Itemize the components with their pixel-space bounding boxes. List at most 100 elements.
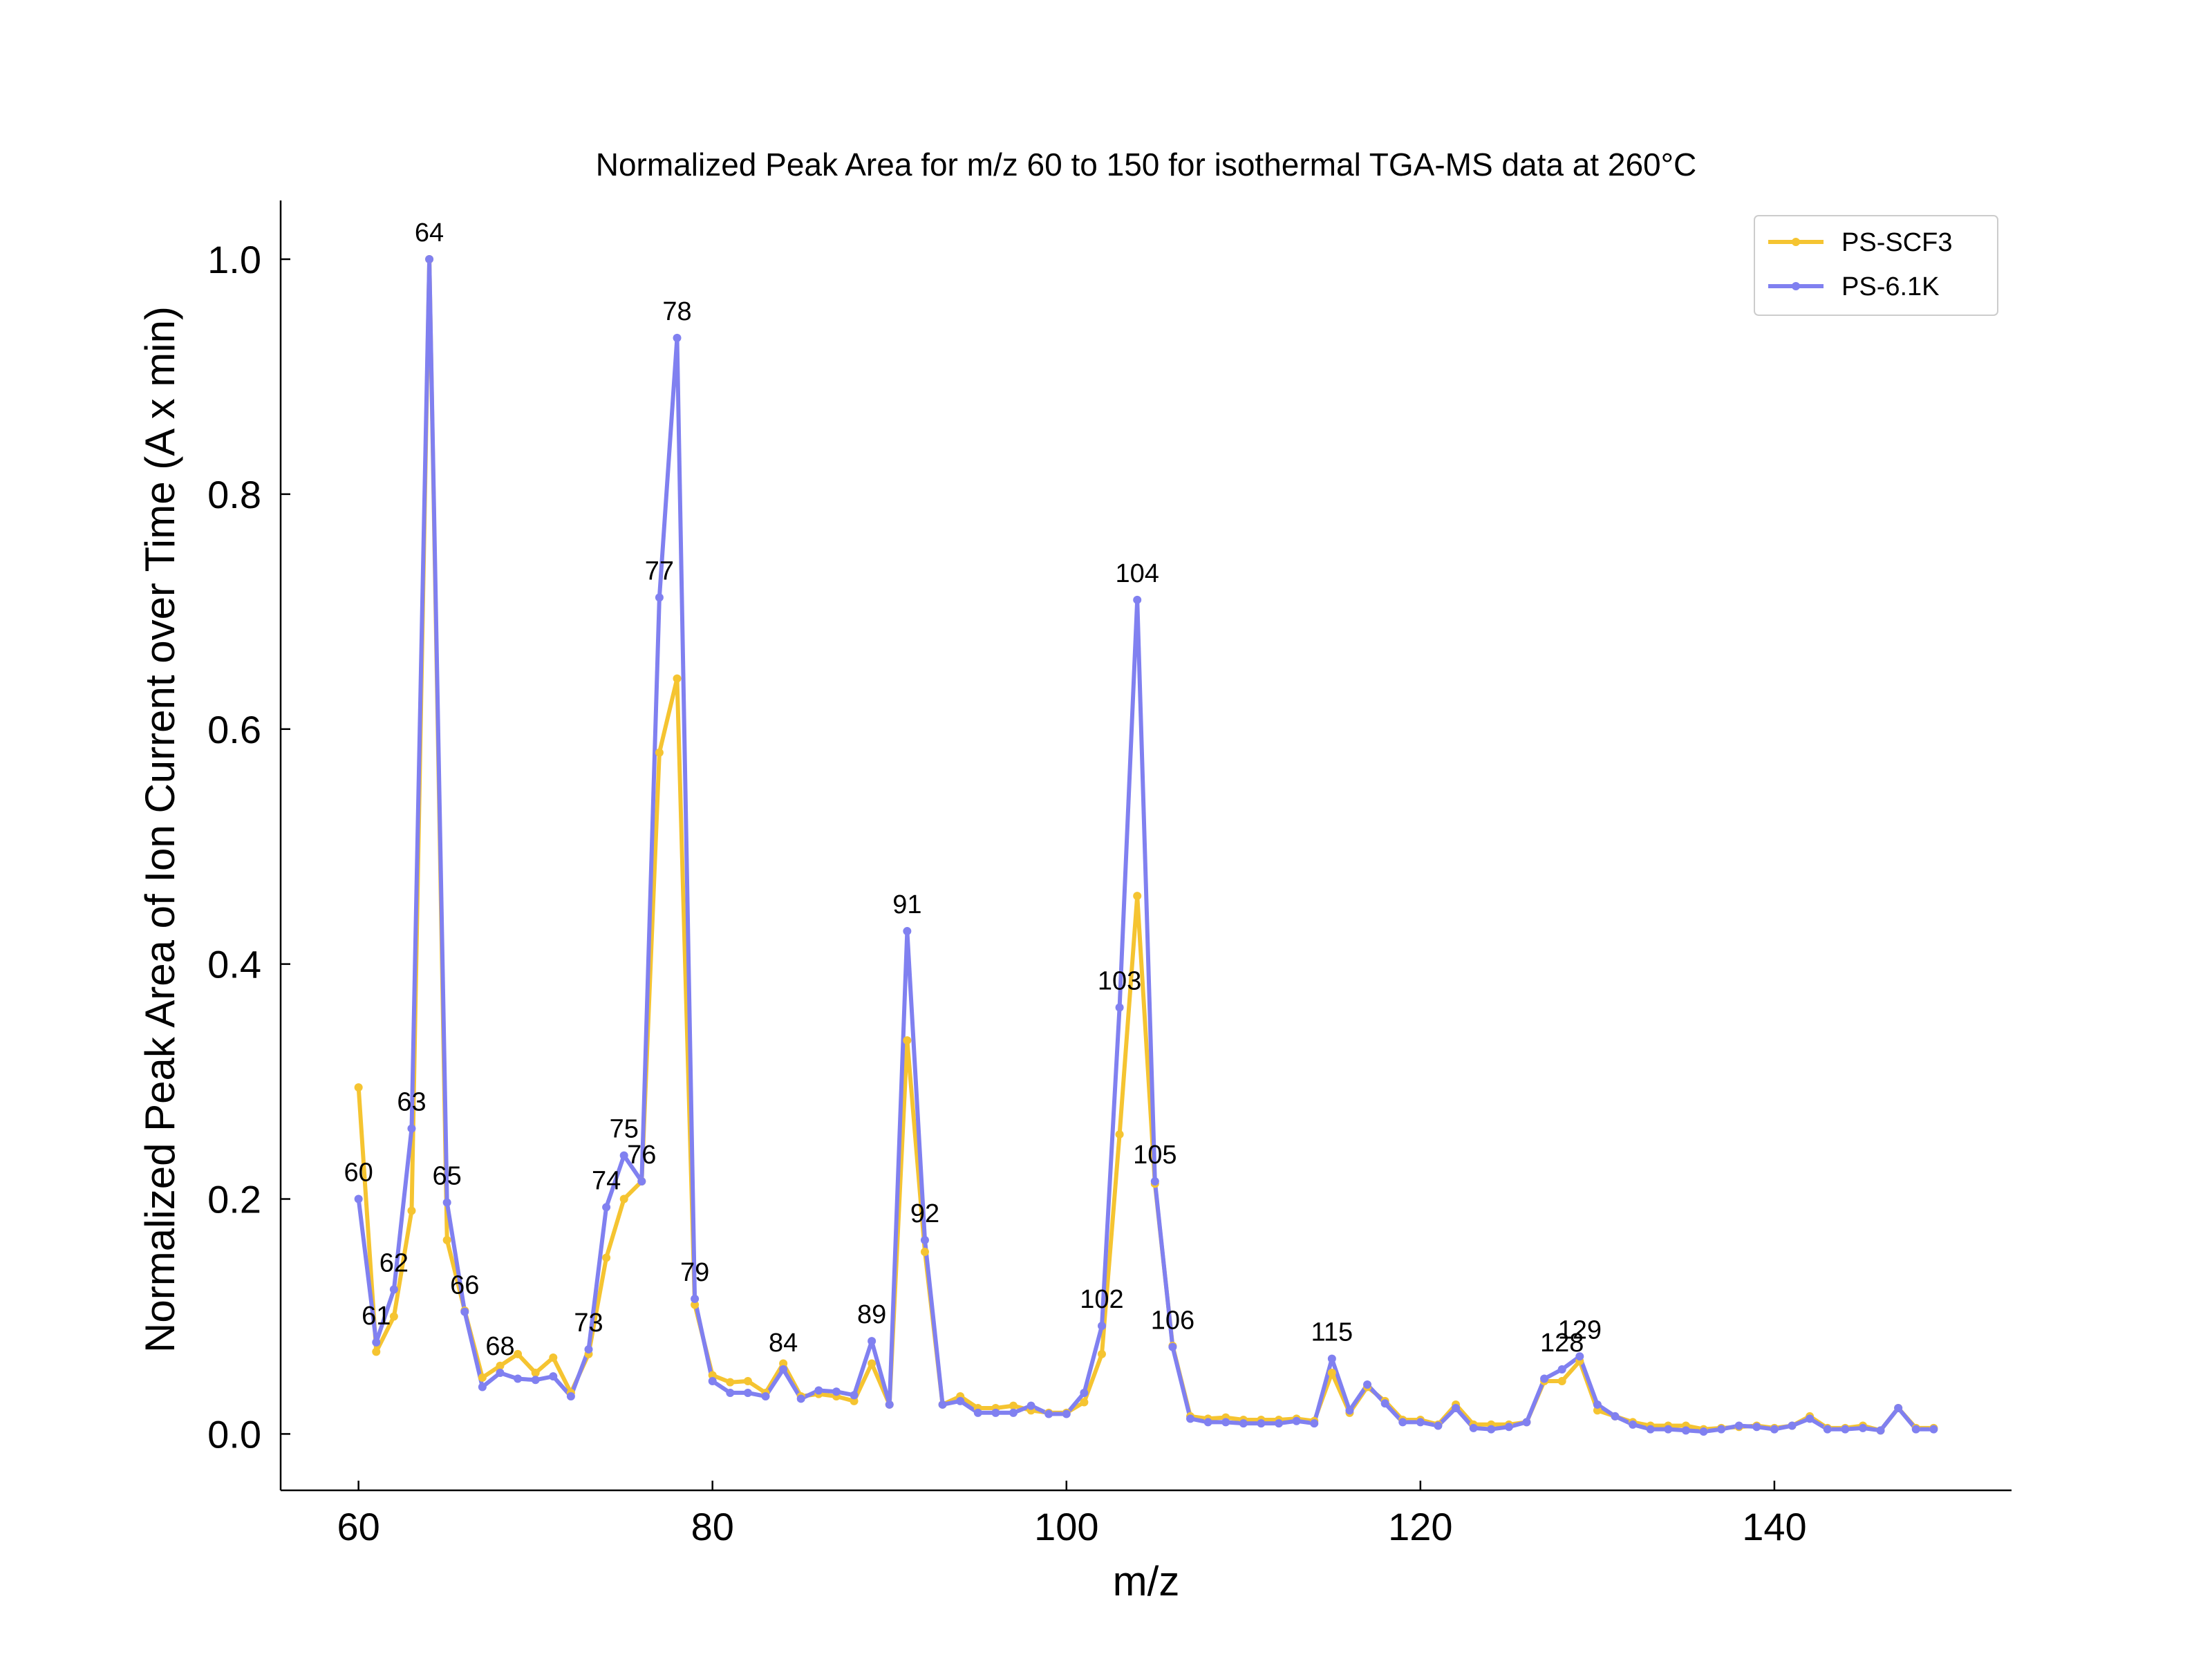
data-point	[1876, 1426, 1885, 1435]
data-point	[796, 1394, 805, 1403]
peak-label: 76	[627, 1141, 656, 1170]
data-point	[991, 1408, 1000, 1417]
data-point	[761, 1392, 770, 1401]
data-point	[1027, 1401, 1035, 1410]
data-point	[938, 1400, 947, 1409]
data-point	[602, 1203, 611, 1212]
data-point	[1452, 1404, 1461, 1413]
data-point	[1717, 1425, 1726, 1434]
data-point	[708, 1371, 717, 1380]
data-point	[779, 1365, 788, 1374]
data-point	[903, 1036, 912, 1045]
legend-marker	[1792, 238, 1800, 246]
peak-label: 84	[769, 1329, 798, 1358]
data-point	[1504, 1423, 1513, 1432]
peak-label: 66	[450, 1271, 479, 1300]
peak-label: 74	[592, 1166, 621, 1195]
data-point	[1770, 1425, 1779, 1434]
data-point	[1806, 1414, 1815, 1423]
data-point	[389, 1285, 398, 1294]
peak-label: 77	[645, 556, 674, 585]
peak-label: 60	[344, 1159, 373, 1188]
data-point	[549, 1372, 558, 1381]
data-point	[637, 1177, 646, 1186]
data-point	[1097, 1322, 1106, 1331]
data-point	[460, 1307, 469, 1316]
data-point	[673, 333, 682, 342]
data-point	[1629, 1420, 1638, 1429]
peak-label: 103	[1098, 967, 1141, 996]
data-point	[442, 1198, 451, 1207]
data-point	[868, 1337, 877, 1346]
data-point	[868, 1359, 877, 1368]
peak-label: 65	[433, 1162, 462, 1191]
data-point	[1133, 892, 1142, 901]
plot-points-group	[354, 254, 1938, 1436]
peak-label: 64	[415, 218, 444, 247]
data-point	[1593, 1406, 1602, 1415]
peak-label: 91	[892, 890, 921, 919]
data-point	[1203, 1418, 1212, 1427]
y-tick-label: 1.0	[207, 238, 261, 281]
legend-label: PS-6.1K	[1841, 272, 1940, 301]
data-point	[1097, 1349, 1106, 1358]
plot-series-group	[356, 257, 1936, 1434]
data-point	[920, 1248, 929, 1257]
data-point	[1823, 1425, 1832, 1434]
peak-label: 105	[1133, 1141, 1177, 1170]
legend-entries: PS-SCF3 PS-6.1K	[1768, 228, 1952, 301]
peak-label: 61	[362, 1302, 391, 1331]
data-point	[1327, 1369, 1336, 1378]
x-tick-label: 140	[1742, 1505, 1806, 1548]
data-point	[655, 593, 664, 602]
peak-label: 102	[1080, 1285, 1123, 1314]
peak-label: 92	[910, 1199, 939, 1228]
data-point	[1080, 1398, 1089, 1407]
data-point	[531, 1376, 540, 1385]
y-tick-label: 0.4	[207, 943, 261, 986]
data-point	[1062, 1409, 1071, 1418]
peak-label: 75	[610, 1115, 639, 1144]
peak-label: 73	[574, 1309, 603, 1338]
x-tick-label: 120	[1388, 1505, 1452, 1548]
data-point	[655, 748, 664, 757]
data-point	[478, 1373, 487, 1382]
data-point	[354, 1083, 363, 1092]
data-point	[850, 1396, 859, 1405]
peak-label: 63	[397, 1088, 426, 1117]
data-point	[1699, 1427, 1708, 1436]
peak-label: 115	[1311, 1318, 1353, 1347]
data-point	[691, 1300, 700, 1309]
data-point	[743, 1388, 752, 1397]
data-point	[619, 1194, 628, 1203]
data-point	[1416, 1418, 1425, 1427]
data-point	[549, 1353, 558, 1362]
data-point	[1310, 1419, 1319, 1428]
data-point	[425, 254, 434, 263]
data-point	[1522, 1418, 1531, 1427]
data-point	[1858, 1423, 1867, 1432]
data-point	[726, 1378, 735, 1387]
data-point	[885, 1400, 894, 1409]
data-point	[514, 1374, 523, 1383]
data-point	[1788, 1421, 1797, 1430]
data-point	[1239, 1419, 1248, 1428]
data-point	[407, 1206, 416, 1215]
data-point	[1593, 1400, 1602, 1409]
data-point	[1646, 1425, 1655, 1434]
chart-title: Normalized Peak Area for m/z 60 to 150 f…	[596, 147, 1696, 182]
y-axis-label: Normalized Peak Area of Ion Current over…	[137, 306, 183, 1353]
data-point	[1292, 1416, 1301, 1425]
data-point	[1221, 1418, 1230, 1427]
data-point	[1611, 1412, 1620, 1421]
data-point	[442, 1236, 451, 1245]
data-point	[1133, 595, 1142, 604]
peak-label: 62	[379, 1248, 409, 1277]
data-point	[1434, 1421, 1443, 1430]
data-point	[779, 1359, 788, 1368]
data-point	[743, 1376, 752, 1385]
data-point	[354, 1194, 363, 1203]
data-point	[478, 1382, 487, 1391]
peak-label: 129	[1558, 1315, 1602, 1344]
